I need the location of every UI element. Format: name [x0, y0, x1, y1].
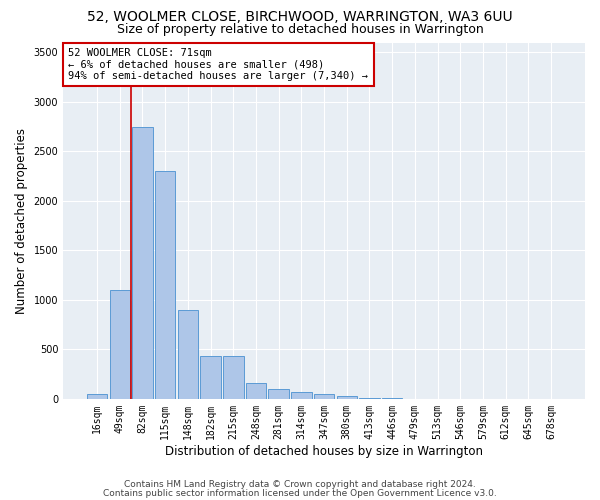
Bar [200, 356, 221, 399]
Bar [291, 392, 311, 399]
Bar [268, 389, 289, 399]
Bar [223, 356, 244, 399]
Bar [178, 310, 198, 399]
Text: Contains public sector information licensed under the Open Government Licence v3: Contains public sector information licen… [103, 488, 497, 498]
Bar [314, 394, 334, 399]
Bar [155, 171, 175, 399]
Bar [132, 126, 153, 399]
X-axis label: Distribution of detached houses by size in Warrington: Distribution of detached houses by size … [165, 444, 483, 458]
Text: Size of property relative to detached houses in Warrington: Size of property relative to detached ho… [116, 22, 484, 36]
Y-axis label: Number of detached properties: Number of detached properties [15, 128, 28, 314]
Bar [87, 394, 107, 399]
Bar [246, 383, 266, 399]
Text: Contains HM Land Registry data © Crown copyright and database right 2024.: Contains HM Land Registry data © Crown c… [124, 480, 476, 489]
Bar [337, 396, 357, 399]
Bar [110, 290, 130, 399]
Text: 52, WOOLMER CLOSE, BIRCHWOOD, WARRINGTON, WA3 6UU: 52, WOOLMER CLOSE, BIRCHWOOD, WARRINGTON… [87, 10, 513, 24]
Bar [359, 398, 380, 399]
Text: 52 WOOLMER CLOSE: 71sqm
← 6% of detached houses are smaller (498)
94% of semi-de: 52 WOOLMER CLOSE: 71sqm ← 6% of detached… [68, 48, 368, 81]
